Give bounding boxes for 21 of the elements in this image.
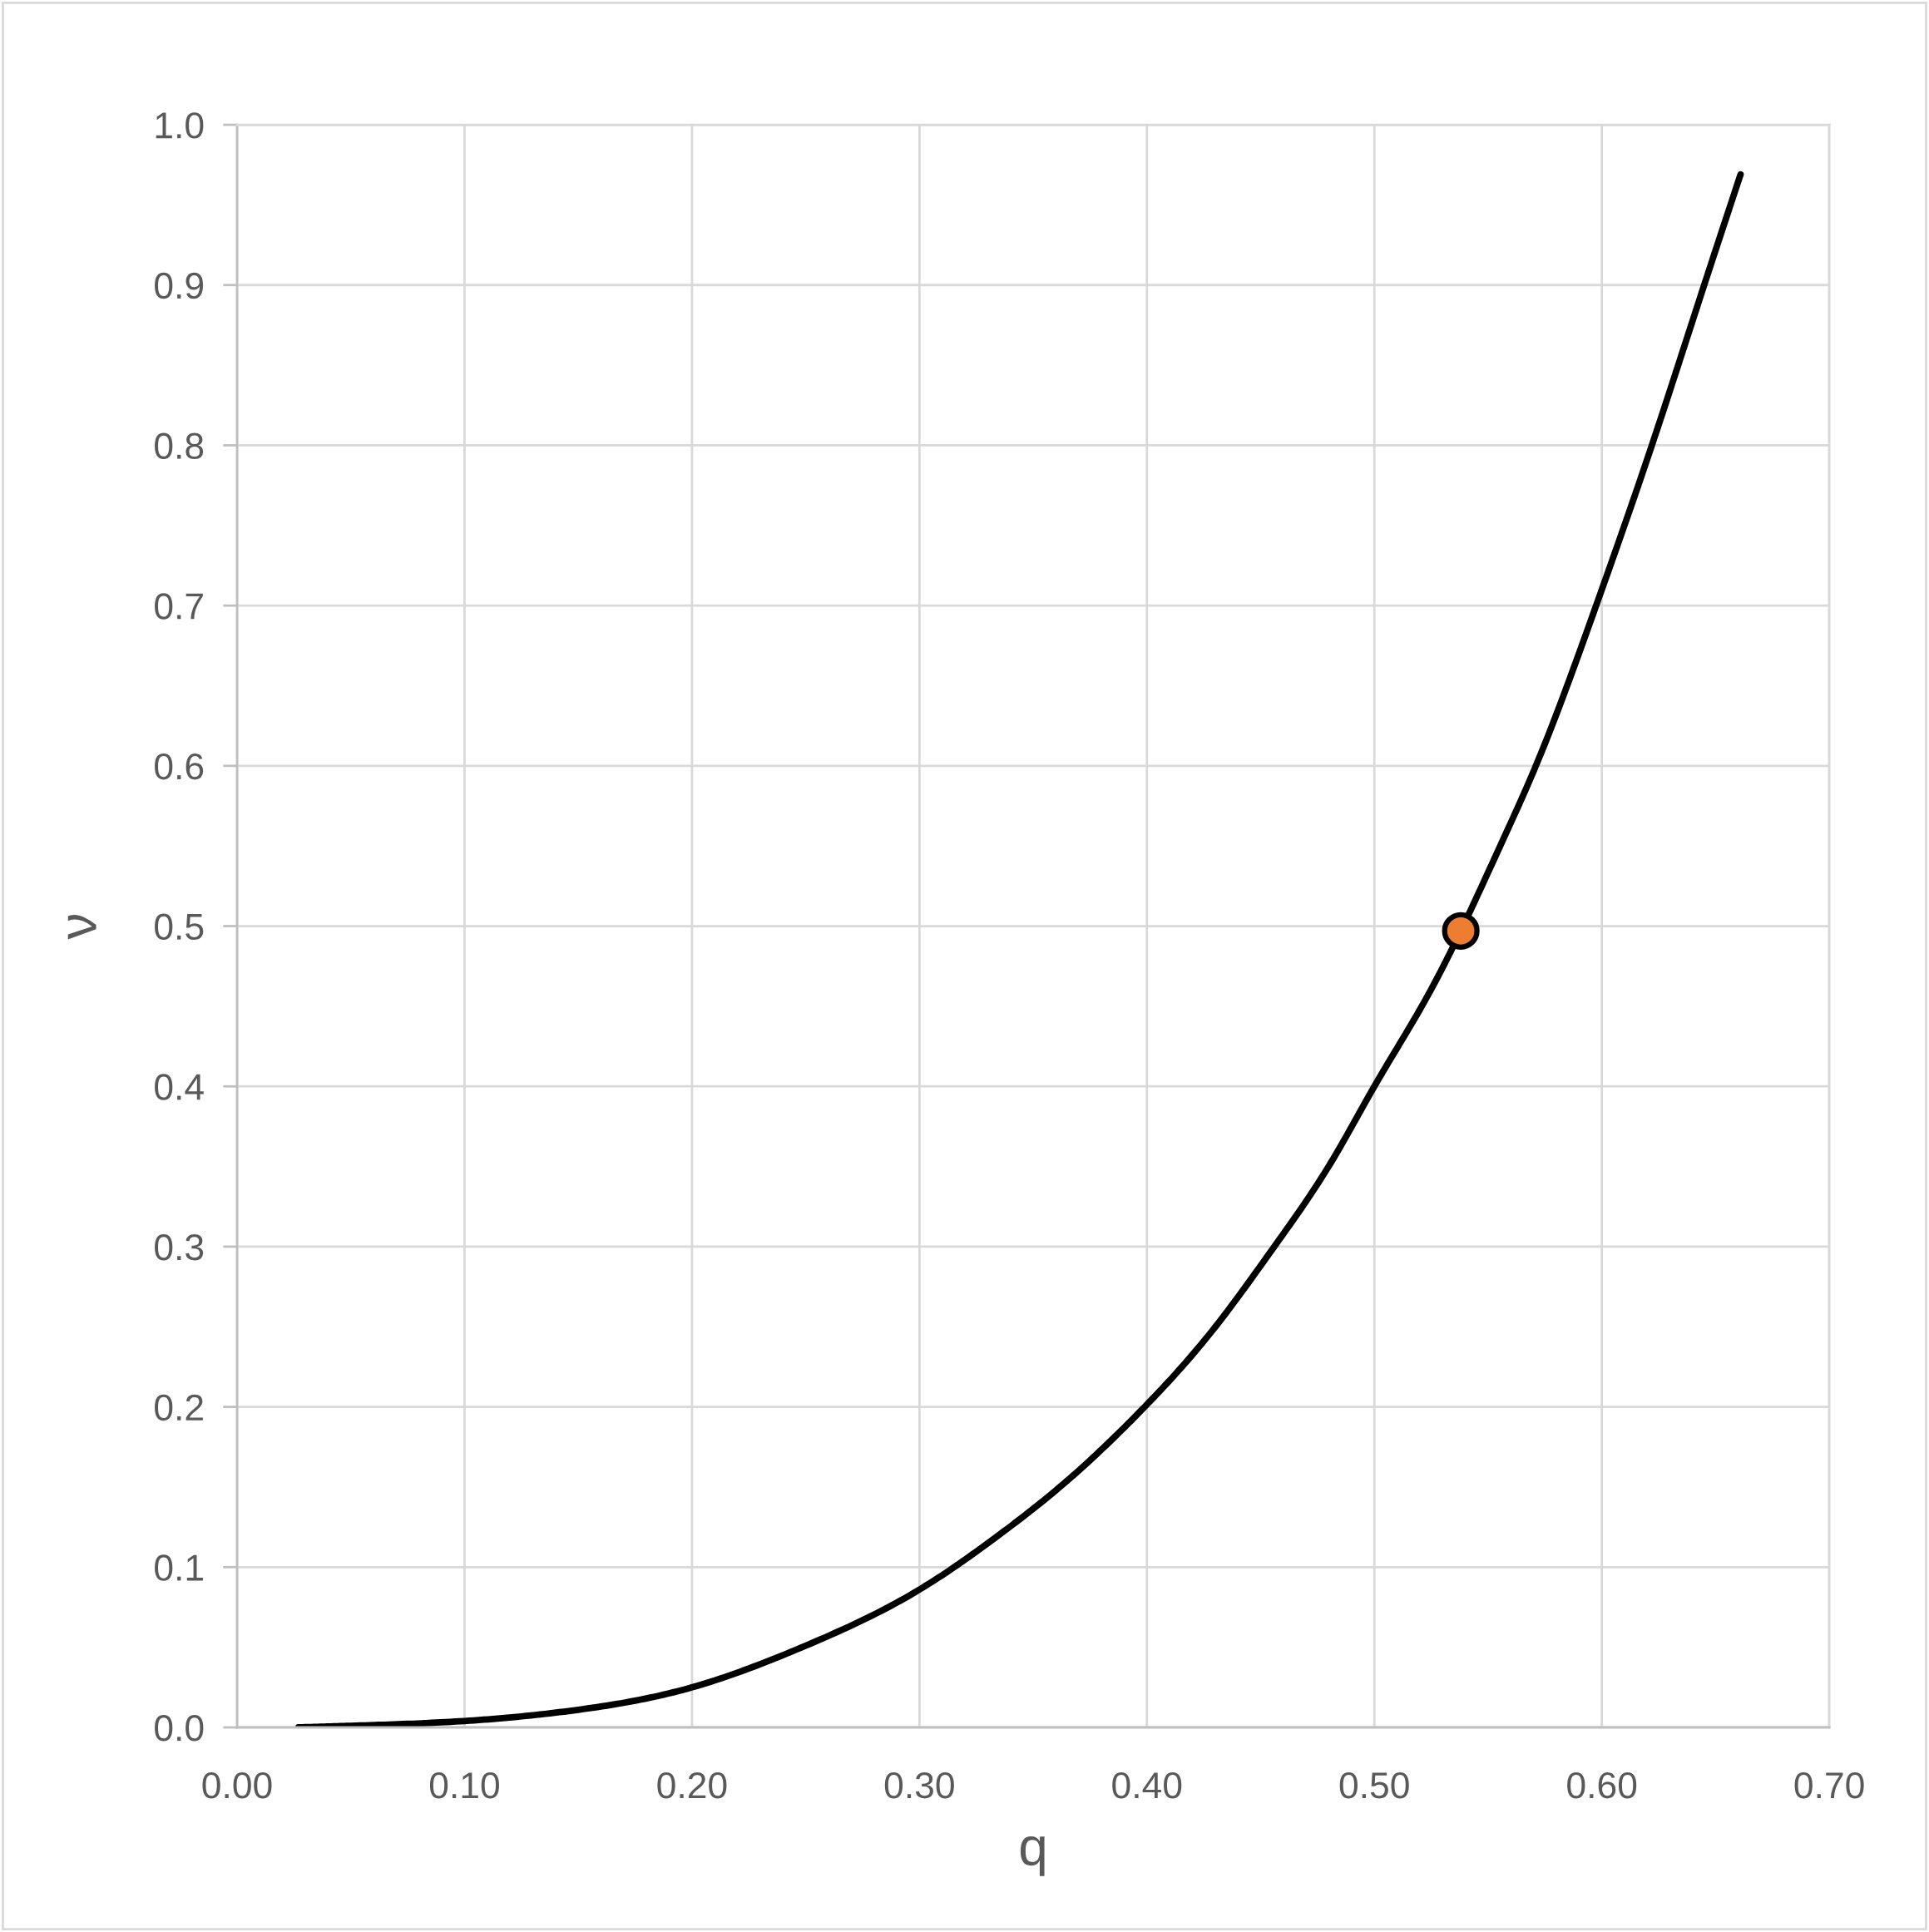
x-axis-title: q	[1020, 1836, 1045, 1876]
x-tick-label: 0.10	[429, 1771, 499, 1799]
x-tick-label: 0.70	[1794, 1771, 1864, 1799]
y-tick-label: 0.1	[155, 1554, 203, 1581]
y-tick-label: 1.0	[156, 112, 204, 139]
y-tick-label: 0.9	[155, 272, 204, 299]
x-tick-label: 0.60	[1567, 1771, 1637, 1799]
x-tick-label: 0.30	[884, 1771, 954, 1799]
x-tick-label: 0.50	[1339, 1771, 1409, 1799]
y-tick-label: 0.0	[155, 1715, 204, 1742]
y-tick-label: 0.2	[155, 1394, 203, 1421]
y-tick-label: 0.3	[155, 1233, 204, 1261]
x-tick-label: 0.40	[1112, 1771, 1182, 1799]
x-tick-label: 0.00	[202, 1771, 272, 1799]
y-tick-label: 0.4	[155, 1074, 204, 1100]
y-tick-label: 0.8	[155, 432, 204, 459]
y-tick-label: 0.6	[155, 753, 204, 780]
y-tick-label: 0.7	[155, 593, 203, 620]
y-axis-title: ν	[67, 914, 96, 940]
x-tick-label: 0.20	[657, 1771, 727, 1799]
y-tick-label: 0.5	[155, 913, 204, 941]
